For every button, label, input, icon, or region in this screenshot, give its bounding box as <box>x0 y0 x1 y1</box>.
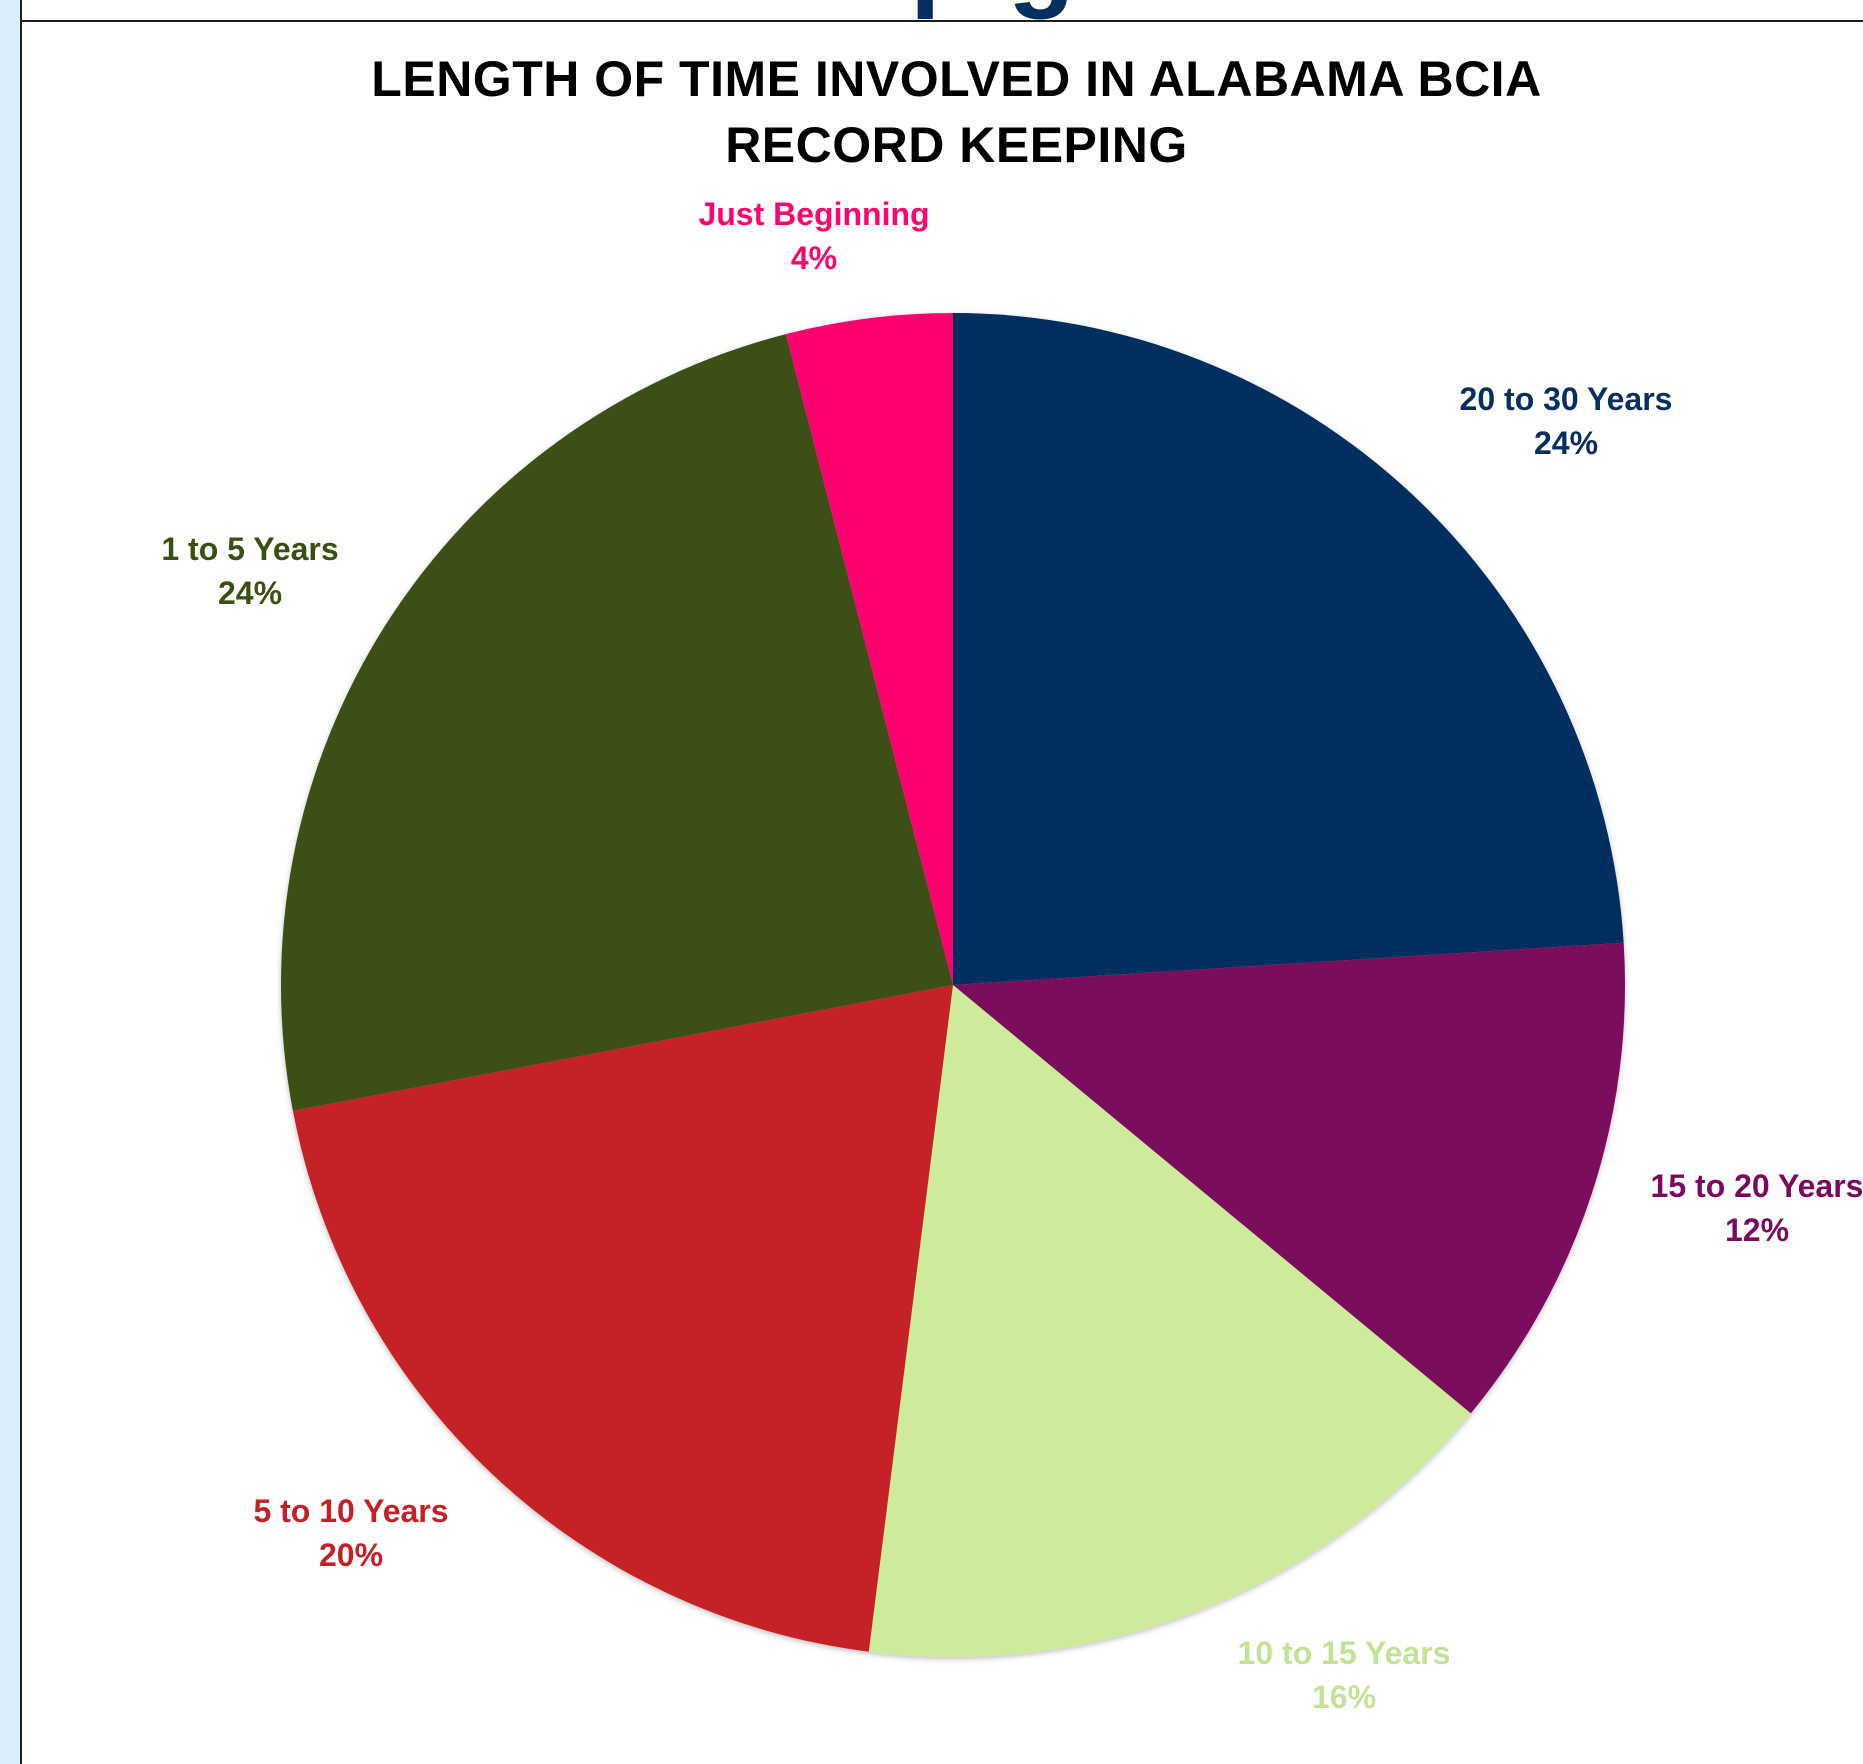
top-heading-band: p g <box>20 0 1863 22</box>
pie-slice-10-to-15-years <box>868 985 1471 1657</box>
chart-title-line-2: RECORD KEEPING <box>725 117 1188 173</box>
slice-label: 5 to 10 Years <box>253 1493 448 1529</box>
pie-slice-5-to-10-years <box>292 985 953 1652</box>
pie-slice-15-to-20-years <box>953 942 1625 1414</box>
slice-label: Just Beginning <box>698 196 929 232</box>
slice-percent-label: 24% <box>1534 425 1598 461</box>
slice-label: 1 to 5 Years <box>161 531 338 567</box>
slice-label: 10 to 15 Years <box>1238 1635 1451 1671</box>
chart-title: LENGTH OF TIME INVOLVED IN ALABAMA BCIA … <box>20 46 1863 178</box>
left-side-strip <box>0 0 22 1764</box>
slice-percent-label: 24% <box>218 575 282 611</box>
chart-title-line-1: LENGTH OF TIME INVOLVED IN ALABAMA BCIA <box>371 51 1542 107</box>
pie-labels: 20 to 30 Years 24% 15 to 20 Years 12% 10 to … <box>161 196 1863 1715</box>
cropped-heading-text: p g <box>910 0 1075 14</box>
slice-label: 20 to 30 Years <box>1460 381 1673 417</box>
pie-slice-just-beginning <box>785 313 953 985</box>
slice-percent-label: 12% <box>1725 1212 1789 1248</box>
pie-slice-20-to-30-years <box>953 313 1624 985</box>
slice-percent-label: 4% <box>791 240 837 276</box>
pie-slice-1-to-5-years <box>280 334 953 1111</box>
pie-slices <box>280 313 1625 1657</box>
slice-label: 15 to 20 Years <box>1651 1168 1863 1204</box>
slice-percent-label: 16% <box>1312 1679 1376 1715</box>
slice-percent-label: 20% <box>319 1537 383 1573</box>
